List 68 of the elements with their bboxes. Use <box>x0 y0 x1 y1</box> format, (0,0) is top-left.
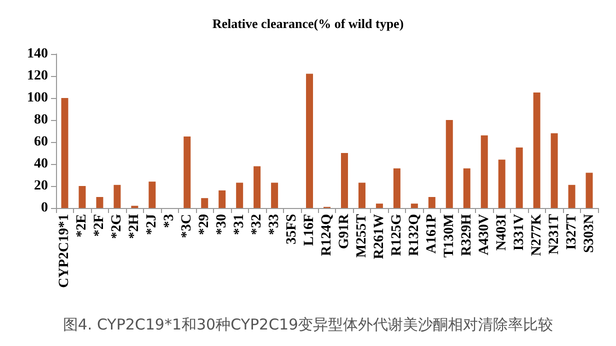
bar <box>218 190 226 208</box>
bar <box>236 182 244 208</box>
y-tick-label: 60 <box>34 134 48 150</box>
x-tick-label: A430V <box>476 214 492 256</box>
bar <box>480 135 488 208</box>
x-tick-label: 35FS <box>284 214 300 244</box>
bar <box>498 160 506 208</box>
x-tick-label: *3 <box>162 214 178 228</box>
bar <box>148 182 156 208</box>
bar <box>516 148 523 208</box>
bar <box>428 197 436 208</box>
x-tick-label: L16F <box>302 214 318 246</box>
y-tick-label: 80 <box>34 112 48 128</box>
bar <box>568 184 576 208</box>
bar <box>96 197 104 208</box>
bar <box>61 98 68 208</box>
x-tick-label: I327T <box>564 213 580 250</box>
x-tick-label: *31 <box>232 214 248 235</box>
bar <box>306 74 314 208</box>
x-tick-label: *29 <box>197 214 212 235</box>
x-tick-label: *32 <box>250 214 265 235</box>
bar <box>78 186 86 208</box>
x-tick-label: G91R <box>336 213 352 249</box>
x-tick-label: I331V <box>512 214 527 251</box>
chart-title: Relative clearance(% of wild type) <box>212 16 404 31</box>
bar <box>184 136 191 208</box>
x-tick-label: T130M <box>442 214 457 258</box>
bar <box>446 120 453 208</box>
x-tick-label: A161P <box>424 214 440 254</box>
y-tick-label: 40 <box>34 156 48 172</box>
bar <box>201 198 208 208</box>
x-tick-label: *30 <box>214 214 230 235</box>
x-tick-label: N231T <box>546 213 562 254</box>
x-tick-label: *2H <box>127 214 142 239</box>
x-tick-label: S303N <box>582 214 597 253</box>
x-tick-label: M255T <box>354 213 370 258</box>
bar <box>271 182 278 208</box>
x-tick-label: *2E <box>74 214 90 238</box>
x-tick-label: *3C <box>180 214 195 238</box>
bar <box>550 133 558 208</box>
bar <box>376 204 383 208</box>
x-tick-label: R329H <box>459 214 474 256</box>
x-tick-label: R132Q <box>406 214 422 256</box>
y-tick-label: 120 <box>27 68 48 84</box>
x-tick-label: *33 <box>267 214 282 235</box>
y-tick-label: 100 <box>27 90 48 106</box>
x-tick-label: *2G <box>110 214 125 239</box>
bar <box>114 184 121 208</box>
x-tick-label: CYP2C19*1 <box>57 214 72 288</box>
bar <box>254 166 261 208</box>
bar <box>340 153 348 208</box>
x-tick-label: N403I <box>494 214 510 251</box>
bar <box>410 204 418 208</box>
bar <box>533 92 540 208</box>
y-tick-label: 20 <box>34 178 48 194</box>
x-tick-label: R261W <box>372 214 387 260</box>
x-tick-label: N277K <box>529 214 544 256</box>
x-tick-label: *2J <box>144 214 160 235</box>
x-tick-label: *2F <box>92 214 108 237</box>
bar <box>358 182 366 208</box>
bar <box>463 168 470 208</box>
caption: 图4. CYP2C19*1和30种CYP2C19变异型体外代谢美沙酮相对清除率比较 <box>62 316 554 334</box>
bar <box>393 168 400 208</box>
x-tick-label: R125G <box>389 214 404 256</box>
bar <box>586 172 593 208</box>
x-tick-label: R124Q <box>320 214 334 256</box>
y-tick-label: 140 <box>27 46 48 62</box>
y-tick-label: 0 <box>41 200 48 216</box>
